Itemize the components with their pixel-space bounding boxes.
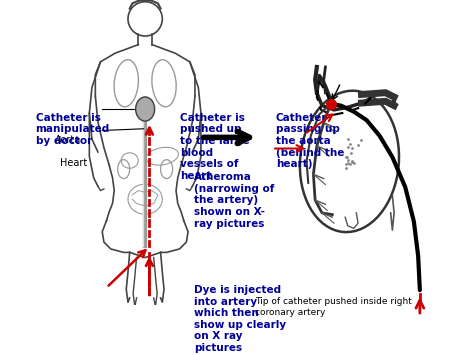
Text: Atheroma
(narrowing of
the artery)
shown on X-
ray pictures: Atheroma (narrowing of the artery) shown… bbox=[194, 172, 274, 229]
Text: Dye is injected
into artery
which then
show up clearly
on X ray
pictures: Dye is injected into artery which then s… bbox=[194, 285, 286, 353]
Text: Catheter
passing up
the aorta
(behind the
heart): Catheter passing up the aorta (behind th… bbox=[276, 113, 344, 169]
Ellipse shape bbox=[136, 97, 155, 121]
Text: Catheter is
manipulated
by doctor: Catheter is manipulated by doctor bbox=[36, 113, 110, 146]
Text: Aorta: Aorta bbox=[55, 135, 81, 145]
Text: Heart: Heart bbox=[60, 158, 87, 168]
Text: Tip of catheter pushed inside right
coronary artery: Tip of catheter pushed inside right coro… bbox=[255, 297, 412, 317]
Text: Catheter is
pushed up
to the large
blood
vessels of
heart: Catheter is pushed up to the large blood… bbox=[180, 113, 249, 181]
